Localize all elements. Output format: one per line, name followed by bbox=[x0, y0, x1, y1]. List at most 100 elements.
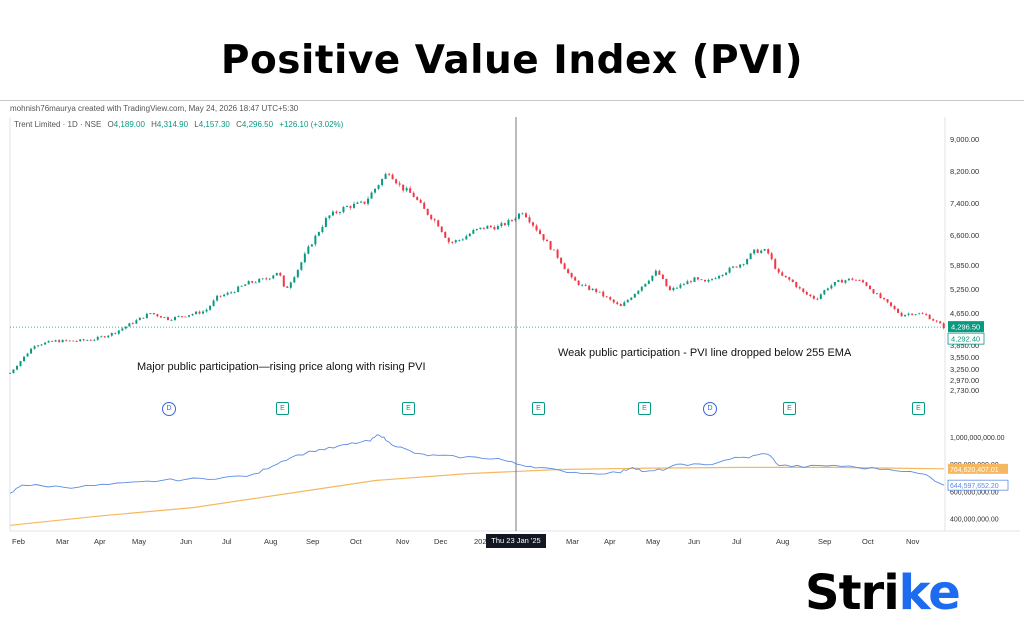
candle-body bbox=[633, 293, 636, 298]
symbol-label: Trent Limited · 1D · NSE bbox=[14, 120, 102, 129]
candle-body bbox=[258, 278, 261, 283]
candle-body bbox=[377, 185, 380, 189]
candle-body bbox=[458, 239, 461, 241]
candle-body bbox=[300, 262, 303, 270]
candle-body bbox=[679, 284, 682, 288]
candle-body bbox=[598, 291, 601, 293]
candle-body bbox=[173, 316, 176, 320]
candle-body bbox=[335, 211, 338, 213]
candle-body bbox=[131, 323, 134, 325]
candle-body bbox=[40, 344, 43, 346]
candle-body bbox=[574, 277, 577, 281]
candle-body bbox=[223, 294, 226, 297]
candle-body bbox=[851, 278, 854, 280]
candle-body bbox=[447, 237, 450, 243]
candle-body bbox=[890, 302, 893, 307]
time-axis-label: Mar bbox=[566, 537, 579, 546]
candle-body bbox=[9, 373, 11, 374]
candle-body bbox=[493, 227, 496, 230]
candle-body bbox=[265, 278, 268, 280]
candle-body bbox=[588, 285, 591, 290]
candle-body bbox=[395, 179, 398, 184]
candle-body bbox=[833, 281, 836, 286]
earnings-marker[interactable]: E bbox=[783, 402, 796, 415]
candle-body bbox=[630, 297, 633, 300]
candle-body bbox=[416, 197, 419, 200]
candle-body bbox=[388, 173, 391, 175]
candle-body bbox=[542, 234, 545, 240]
candle-body bbox=[374, 188, 377, 193]
candle-body bbox=[883, 298, 886, 300]
price-tick-label: 9,000.00 bbox=[950, 135, 979, 144]
candle-body bbox=[237, 286, 240, 293]
change-value: +126.10 (+3.02%) bbox=[279, 120, 344, 129]
candle-body bbox=[809, 294, 812, 297]
dividend-marker[interactable]: D bbox=[703, 402, 717, 416]
candle-body bbox=[795, 282, 798, 288]
candle-body bbox=[756, 249, 759, 253]
candle-body bbox=[51, 340, 54, 342]
price-tick-label: 4,650.00 bbox=[950, 309, 979, 318]
candle-body bbox=[54, 340, 57, 342]
earnings-marker[interactable]: E bbox=[638, 402, 651, 415]
candle-body bbox=[75, 341, 78, 342]
candle-body bbox=[338, 212, 341, 213]
candle-body bbox=[644, 283, 647, 287]
candle-body bbox=[177, 316, 180, 317]
candle-body bbox=[16, 365, 19, 370]
candle-body bbox=[682, 284, 685, 286]
candle-body bbox=[591, 288, 594, 290]
candle-body bbox=[770, 253, 773, 260]
pvi-tick-label: 1,000,000,000.00 bbox=[950, 435, 1005, 442]
candle-body bbox=[861, 280, 864, 283]
candle-body bbox=[728, 267, 731, 273]
candle-body bbox=[86, 340, 89, 341]
candle-body bbox=[623, 302, 626, 307]
candle-body bbox=[693, 277, 696, 282]
high-value: 4,314.90 bbox=[156, 120, 189, 129]
candle-body bbox=[651, 275, 654, 281]
time-axis-label: Nov bbox=[396, 537, 410, 546]
candle-body bbox=[753, 249, 756, 254]
earnings-marker[interactable]: E bbox=[912, 402, 925, 415]
price-tick-label: 8,200.00 bbox=[950, 167, 979, 176]
candle-body bbox=[44, 342, 47, 345]
dividend-marker[interactable]: D bbox=[162, 402, 176, 416]
candle-body bbox=[707, 279, 710, 282]
candle-body bbox=[581, 284, 584, 286]
candle-body bbox=[209, 305, 212, 310]
candle-body bbox=[163, 317, 166, 318]
candle-body bbox=[321, 226, 324, 233]
time-axis-label: 202 bbox=[474, 537, 487, 546]
candle-body bbox=[805, 291, 808, 295]
time-axis-label: Jun bbox=[688, 537, 700, 546]
candle-body bbox=[721, 274, 724, 277]
candle-body bbox=[760, 250, 763, 253]
candle-body bbox=[553, 249, 556, 251]
candle-body bbox=[135, 320, 138, 324]
candle-body bbox=[451, 242, 454, 243]
candle-body bbox=[791, 279, 794, 283]
earnings-marker[interactable]: E bbox=[532, 402, 545, 415]
candle-body bbox=[732, 266, 735, 268]
low-label: L bbox=[194, 120, 199, 129]
earnings-marker[interactable]: E bbox=[276, 402, 289, 415]
candle-body bbox=[33, 346, 36, 349]
candle-body bbox=[233, 292, 236, 293]
candle-body bbox=[219, 295, 222, 297]
candle-body bbox=[868, 285, 871, 290]
candle-body bbox=[251, 281, 254, 283]
close-value: 4,296.50 bbox=[241, 120, 274, 129]
candle-body bbox=[426, 208, 429, 215]
candle-body bbox=[465, 236, 468, 240]
earnings-marker[interactable]: E bbox=[402, 402, 415, 415]
candle-body bbox=[539, 230, 542, 235]
candle-body bbox=[79, 339, 82, 342]
candle-body bbox=[444, 231, 447, 238]
candle-body bbox=[904, 314, 907, 317]
candle-body bbox=[781, 272, 784, 276]
candle-body bbox=[479, 227, 482, 229]
candle-body bbox=[640, 286, 643, 291]
candle-body bbox=[942, 323, 945, 329]
